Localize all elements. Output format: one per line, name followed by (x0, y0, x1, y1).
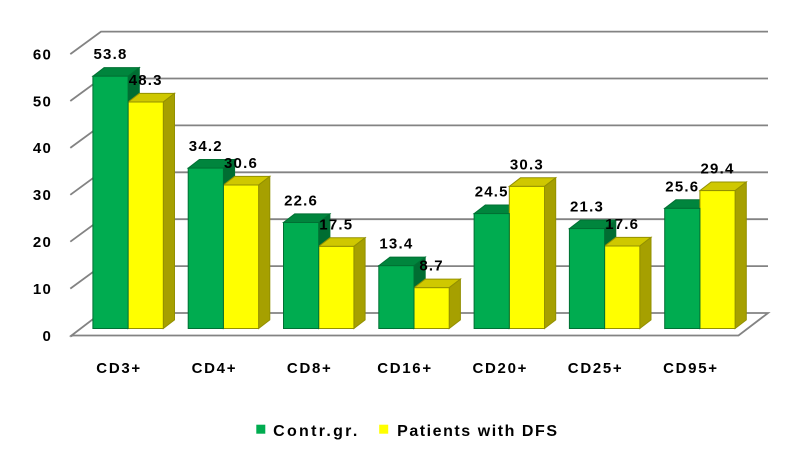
svg-text:30.3: 30.3 (510, 156, 544, 173)
svg-text:Contr.gr.: Contr.gr. (273, 423, 359, 440)
svg-text:30.6: 30.6 (224, 155, 258, 172)
svg-text:CD16+: CD16+ (377, 360, 433, 377)
svg-text:22.6: 22.6 (284, 192, 318, 209)
svg-text:60: 60 (33, 46, 52, 63)
svg-text:53.8: 53.8 (94, 46, 128, 63)
svg-text:0: 0 (42, 328, 52, 345)
svg-text:17.5: 17.5 (319, 216, 353, 233)
svg-text:CD4+: CD4+ (192, 360, 238, 377)
svg-text:40: 40 (33, 140, 52, 157)
svg-text:8.7: 8.7 (419, 258, 443, 275)
svg-text:CD20+: CD20+ (472, 360, 528, 377)
svg-text:21.3: 21.3 (570, 199, 604, 216)
svg-text:17.6: 17.6 (605, 216, 639, 233)
svg-text:CD95+: CD95+ (663, 360, 719, 377)
svg-text:Patients with DFS: Patients with DFS (397, 423, 558, 440)
svg-text:10: 10 (33, 281, 52, 298)
svg-text:34.2: 34.2 (189, 138, 223, 155)
svg-text:48.3: 48.3 (129, 72, 163, 89)
svg-text:50: 50 (33, 93, 52, 110)
svg-text:29.4: 29.4 (701, 161, 735, 178)
svg-text:13.4: 13.4 (379, 236, 413, 253)
svg-text:CD25+: CD25+ (568, 360, 624, 377)
svg-text:20: 20 (33, 234, 52, 251)
svg-text:24.5: 24.5 (475, 184, 509, 201)
svg-text:30: 30 (33, 187, 52, 204)
svg-text:CD3+: CD3+ (96, 360, 142, 377)
svg-text:25.6: 25.6 (665, 178, 699, 195)
svg-text:CD8+: CD8+ (287, 360, 333, 377)
